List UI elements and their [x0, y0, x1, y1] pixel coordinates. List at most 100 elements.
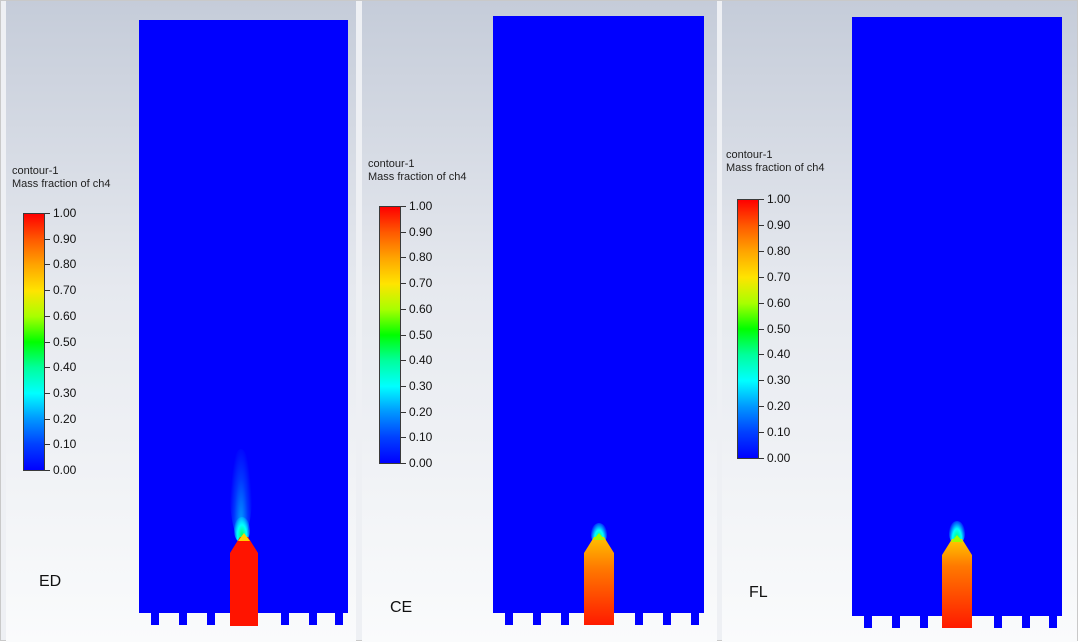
model-label: CE — [390, 599, 413, 616]
colorbar-tick — [45, 264, 50, 265]
inlet-ports — [139, 613, 348, 625]
colorbar-tick-label: 0.60 — [767, 296, 791, 310]
colorbar-tick — [759, 277, 764, 278]
colorbar-tick — [45, 444, 50, 445]
colorbar-tick — [401, 283, 406, 284]
contour-domain — [852, 17, 1062, 616]
inlet-port — [179, 613, 187, 625]
colorbar-tick-label: 0.10 — [409, 430, 433, 444]
colorbar-tick-label: 0.80 — [767, 244, 791, 258]
colorbar-tick — [401, 437, 406, 438]
colorbar-tick-label: 0.90 — [767, 218, 791, 232]
inlet-port — [207, 613, 215, 625]
contour-domain — [493, 16, 704, 613]
colorbar-tick-label: 0.20 — [409, 405, 433, 419]
panel-ce: contour-1 Mass fraction of ch4 CE 1.00 0.… — [362, 1, 717, 642]
colorbar-tick — [45, 342, 50, 343]
fuel-nozzle-tip — [951, 535, 963, 542]
colorbar-tick-label: 0.10 — [53, 437, 77, 451]
colorbar-tick — [45, 419, 50, 420]
colorbar-tick — [401, 335, 406, 336]
colorbar-tick — [45, 470, 50, 471]
fuel-nozzle-tip — [238, 533, 250, 541]
inlet-port — [691, 613, 699, 625]
colorbar-tick — [45, 239, 50, 240]
colorbar-tick-label: 0.50 — [767, 322, 791, 336]
inlet-port — [533, 613, 541, 625]
colorbar-tick — [401, 309, 406, 310]
ch4-plume-halo — [230, 449, 252, 539]
colorbar-tick — [759, 329, 764, 330]
colorbar-tick-label: 0.70 — [767, 270, 791, 284]
colorbar-tick — [759, 432, 764, 433]
colorbar-tick-label: 0.30 — [767, 373, 791, 387]
fuel-nozzle-shape — [942, 539, 972, 628]
colorbar-tick-label: 0.50 — [53, 335, 77, 349]
colorbar-tick — [401, 232, 406, 233]
legend-subtitle: Mass fraction of ch4 — [368, 171, 467, 183]
colorbar-tick — [45, 213, 50, 214]
legend-title: contour-1 — [726, 149, 773, 161]
colorbar-tick — [759, 303, 764, 304]
inlet-port — [505, 613, 513, 625]
model-label: ED — [39, 573, 62, 590]
inlet-port — [561, 613, 569, 625]
colorbar — [379, 206, 401, 464]
colorbar-tick-label: 0.90 — [53, 232, 77, 246]
inlet-port — [1049, 616, 1057, 628]
colorbar-tick-label: 0.00 — [53, 463, 77, 477]
colorbar-tick — [759, 225, 764, 226]
colorbar — [23, 213, 45, 471]
colorbar-tick — [759, 199, 764, 200]
colorbar-tick — [759, 251, 764, 252]
fuel-nozzle-tip — [593, 533, 605, 540]
colorbar-tick — [401, 206, 406, 207]
inlet-port — [635, 613, 643, 625]
inlet-ports — [852, 616, 1062, 628]
colorbar-tick-label: 0.80 — [409, 250, 433, 264]
fuel-nozzle-shape — [584, 537, 614, 625]
colorbar-tick — [401, 412, 406, 413]
colorbar-tick-label: 0.50 — [409, 328, 433, 342]
colorbar — [737, 199, 759, 459]
panel-fl: contour-1 Mass fraction of ch4 FL 1.00 0.… — [722, 1, 1077, 642]
model-label: FL — [749, 584, 768, 601]
colorbar-tick-label: 0.40 — [53, 360, 77, 374]
colorbar-tick-label: 0.30 — [53, 386, 77, 400]
colorbar-tick-label: 1.00 — [53, 206, 77, 220]
colorbar-tick — [759, 458, 764, 459]
colorbar-tick-label: 1.00 — [409, 199, 433, 213]
colorbar-tick-label: 0.90 — [409, 225, 433, 239]
colorbar-tick-label: 0.60 — [53, 309, 77, 323]
colorbar-tick-label: 0.00 — [409, 456, 433, 470]
colorbar-tick-label: 0.70 — [53, 283, 77, 297]
fuel-nozzle — [942, 535, 972, 628]
inlet-port — [335, 613, 343, 625]
colorbar-tick — [401, 386, 406, 387]
inlet-port — [151, 613, 159, 625]
inlet-port — [663, 613, 671, 625]
inlet-port — [309, 613, 317, 625]
colorbar-tick — [401, 463, 406, 464]
colorbar-tick — [45, 393, 50, 394]
colorbar-tick — [45, 367, 50, 368]
colorbar-tick-label: 0.40 — [767, 347, 791, 361]
colorbar-tick — [759, 354, 764, 355]
colorbar-tick-label: 1.00 — [767, 192, 791, 206]
colorbar-tick-label: 0.20 — [767, 399, 791, 413]
colorbar-tick-label: 0.40 — [409, 353, 433, 367]
colorbar-tick-label: 0.00 — [767, 451, 791, 465]
colorbar-tick — [401, 360, 406, 361]
colorbar-tick — [759, 406, 764, 407]
inlet-ports — [493, 613, 704, 625]
inlet-port — [994, 616, 1002, 628]
inlet-port — [892, 616, 900, 628]
colorbar-tick-label: 0.70 — [409, 276, 433, 290]
legend-subtitle: Mass fraction of ch4 — [726, 162, 825, 174]
inlet-port — [1022, 616, 1030, 628]
colorbar-tick-label: 0.10 — [767, 425, 791, 439]
colorbar-tick-label: 0.20 — [53, 412, 77, 426]
fuel-nozzle — [584, 533, 614, 625]
legend-subtitle: Mass fraction of ch4 — [12, 178, 111, 190]
